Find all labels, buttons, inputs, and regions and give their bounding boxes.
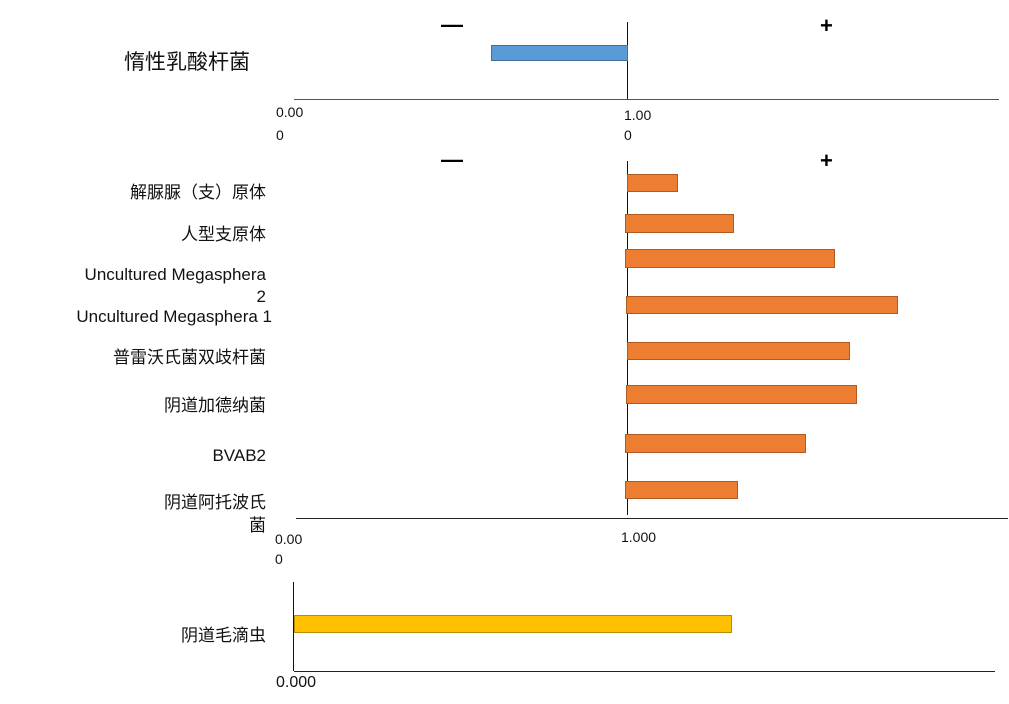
bar-gardnerella [626, 385, 857, 404]
minus-sign: — [441, 12, 463, 37]
category-label: 阴道阿托波氏 [164, 493, 266, 513]
tick-label-0-cont: 0 [276, 127, 284, 143]
bar-bvab2 [625, 434, 806, 453]
x-axis [294, 671, 995, 672]
bar-ureaplasma [627, 174, 678, 192]
tick-label-0: 0.000 [276, 674, 317, 691]
category-label: Uncultured Megasphera 1 [76, 307, 272, 326]
category-label-cont: 2 [256, 287, 266, 306]
tick-label-0-cont: 0 [275, 551, 283, 567]
category-label: 阴道加德纳菌 [164, 396, 266, 416]
category-label: 人型支原体 [181, 225, 266, 245]
minus-sign: — [441, 147, 463, 172]
tick-label-1: 1.00 [624, 107, 652, 123]
baseline-axis [627, 161, 628, 515]
y-axis [293, 582, 294, 671]
bar-megasphera-2 [625, 249, 835, 268]
bar-atopobium [625, 481, 738, 499]
bar-megasphera-1 [626, 296, 898, 314]
category-label: Uncultured Megasphera [84, 265, 266, 284]
x-axis [296, 518, 1008, 519]
bar-lactobacillus-iners [491, 45, 628, 61]
tick-label-0: 0.00 [275, 531, 303, 547]
category-label: BVAB2 [212, 446, 266, 465]
category-label: 惰性乳酸杆菌 [124, 50, 250, 74]
plus-sign: + [820, 148, 833, 173]
category-label: 阴道毛滴虫 [181, 626, 266, 646]
plus-sign: + [820, 13, 833, 38]
category-label: 普雷沃氏菌双歧杆菌 [113, 348, 266, 368]
bar-trichomonas [294, 615, 732, 633]
tick-label-1-cont: 0 [624, 127, 632, 143]
tick-label-0: 0.00 [276, 104, 304, 120]
tick-label-1: 1.000 [621, 529, 657, 545]
baseline-axis [627, 22, 628, 100]
category-label-cont: 菌 [249, 516, 266, 536]
category-label: 解脲脲（支）原体 [130, 183, 266, 203]
x-axis [294, 99, 999, 100]
bar-mycoplasma-hominis [625, 214, 734, 233]
bar-prevotella-bifidobacterium [627, 342, 850, 360]
